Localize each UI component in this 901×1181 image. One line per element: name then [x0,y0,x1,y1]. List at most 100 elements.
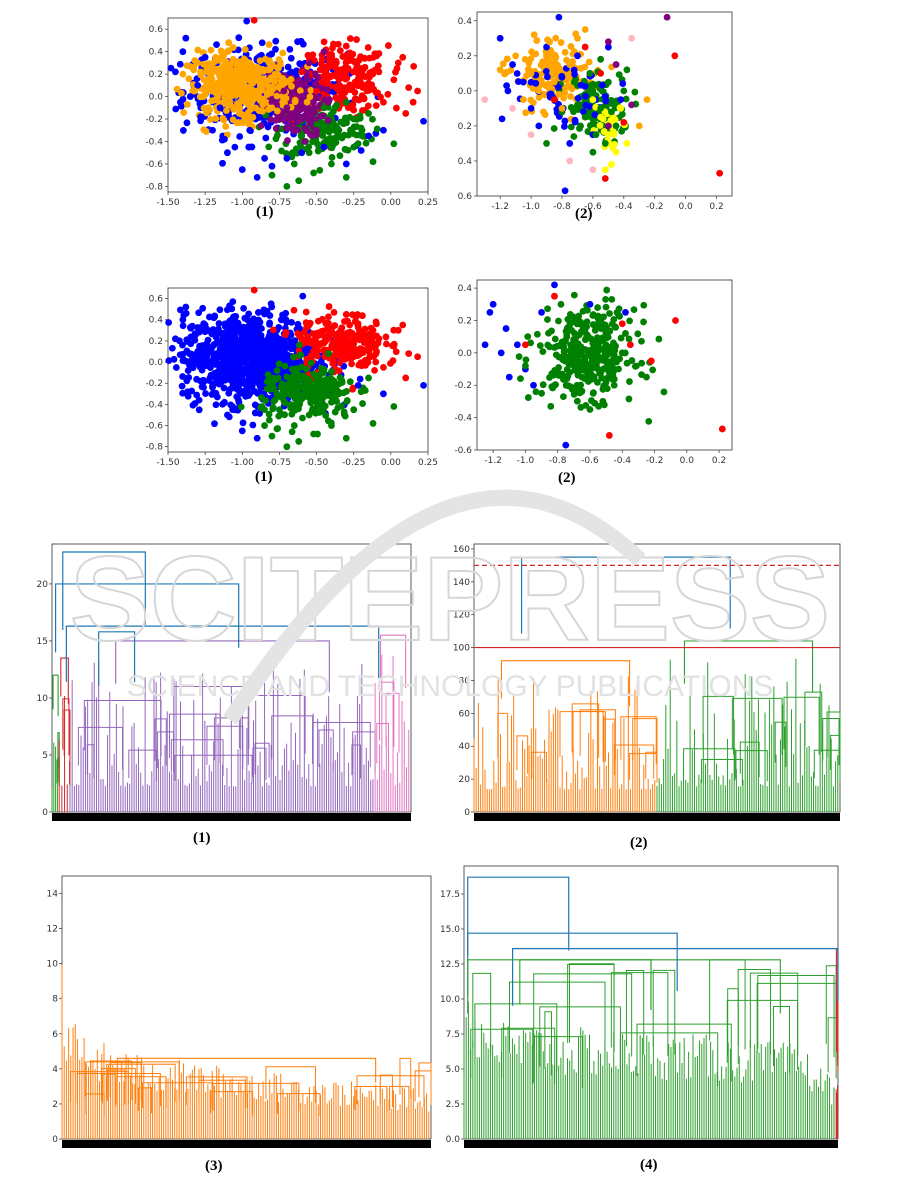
x-tick-label: -0.4 [615,202,633,212]
scatter-point [235,34,243,42]
scatter-point [230,71,238,79]
scatter-point [351,95,359,103]
scatter-point [287,404,295,412]
scatter-point [535,87,543,95]
scatter-point [193,391,201,399]
scatter-point [281,411,289,419]
scatter-point [299,113,307,121]
scatter-point [390,140,398,148]
dendrogram-link [645,751,658,783]
scatter-point [212,53,219,61]
scatter-point [612,122,620,130]
scatter-point [560,352,568,359]
scatter-point [240,117,248,124]
scatter-point [201,328,209,336]
scatter-point [183,336,191,344]
scatter-point [250,16,258,24]
dendrogram-link [474,1003,558,1072]
scatter-point [215,320,223,327]
scatter-point [625,335,633,343]
scatter-point [328,368,335,376]
scatter-point [604,38,612,46]
scatter-point [298,363,306,371]
scatter-point [213,41,220,49]
scatter-point [209,326,217,333]
x-tick-label: -0.6 [581,456,599,466]
scatter-point [328,51,335,58]
scatter-point [209,87,216,95]
dendro-panel-3: 0 2 4 6 8 10 12 14 [40,872,435,1157]
scatter-point [399,53,407,61]
scatter-point [563,83,571,91]
scatter-point [227,61,234,69]
scatter-point [350,353,358,361]
scatter-point [552,351,560,359]
y-tick-label: 0.2 [458,52,472,62]
scatter-point [328,153,336,161]
scatter-point [544,341,552,349]
dendrogram-link [206,725,244,770]
scatter-point [671,52,679,60]
scatter-point [241,46,249,53]
dendrogram-link [702,695,735,755]
scatter-point [371,366,378,374]
scatter-point [237,403,245,411]
scatter-point [298,149,306,157]
dendrogram-link [772,1005,790,1073]
scatter-point [282,309,290,317]
scatter-point [188,387,196,395]
scatter-point [280,87,288,95]
scatter-point [592,360,600,367]
scatter-point [259,107,266,115]
y-tick-label: 0.4 [458,157,473,167]
scatter-point [617,104,625,112]
scatter-point [271,76,279,84]
scatter-point [295,341,303,349]
scatter-point [552,34,560,42]
scatter-point [307,352,315,360]
scatter-point [618,349,626,357]
scatter-point [623,66,631,74]
x-tick-label: -0.25 [342,198,365,208]
scatter-point [288,365,296,373]
scatter-point [543,52,550,60]
y-tick-label: -0.4 [145,137,163,147]
scatter-point [259,101,267,109]
scatter-point [252,76,260,83]
scatter-point [380,126,387,134]
dendrogram-link [83,700,162,757]
dendrogram-link [90,1060,133,1100]
scatter-point [314,317,322,325]
scatter-point [341,355,349,363]
scatter-point [342,160,350,168]
dendrogram-link-top [467,959,652,1014]
scatter-points [165,286,427,451]
scatter-point [228,374,236,382]
dendrogram-link [389,1085,410,1113]
y-tick-label: 0 [464,808,470,818]
scatter-point [177,89,185,97]
scatter-point [574,34,581,42]
scatter-point [581,26,589,33]
scatter-point [524,333,532,341]
dendrogram-link [636,1023,732,1082]
scatter-point [623,140,631,147]
scatter-point [618,320,626,328]
scatter-point [330,40,337,48]
dendrogram-link [414,1070,432,1105]
scatter-point [325,350,332,357]
scatter-point [216,65,224,72]
scatter-point [572,333,580,341]
scatter-point [195,309,203,317]
scatter-point [303,68,311,76]
scatter-point [582,92,589,100]
scatter-point [165,319,173,326]
dendrogram-cluster-top [52,674,59,717]
scatter-point [532,388,540,396]
scatter-point [249,421,257,429]
scatter-point [573,339,581,347]
scatter-point [602,303,610,311]
scatter-point [372,318,380,326]
scatter-point [207,46,215,54]
scatter-point [560,393,567,401]
